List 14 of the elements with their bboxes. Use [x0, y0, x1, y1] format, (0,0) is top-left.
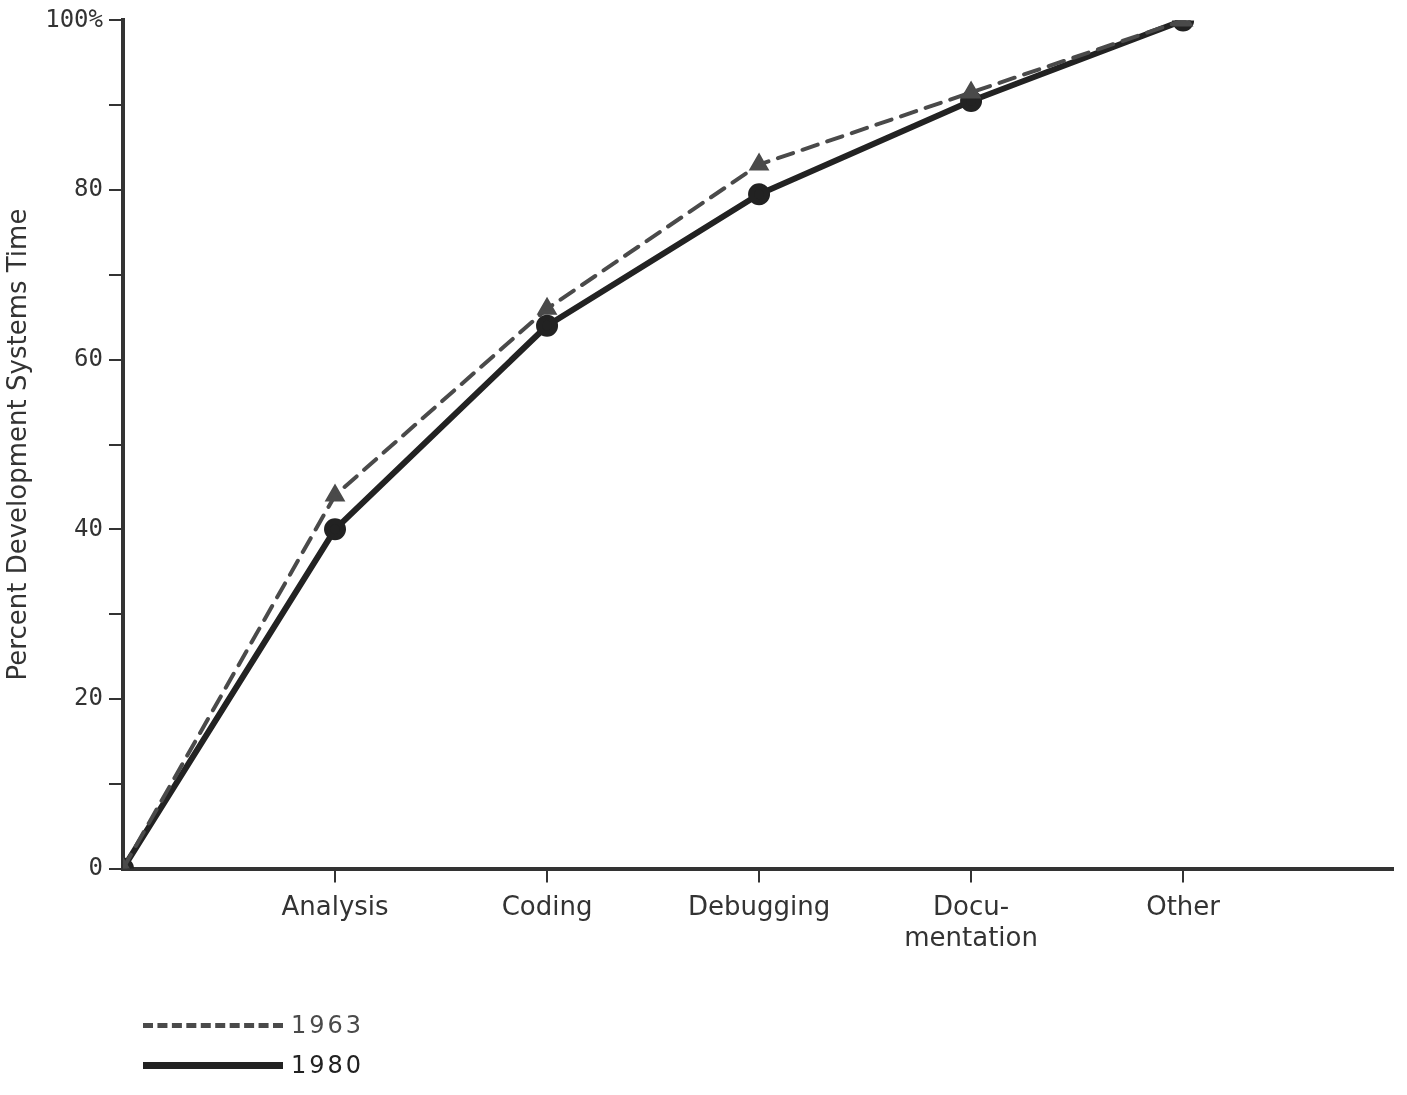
- x-tick-label: Analysis: [281, 890, 389, 921]
- y-tick-label: 60: [74, 343, 103, 372]
- y-tick-label: 0: [88, 852, 103, 881]
- y-tick-label: 20: [74, 683, 103, 712]
- x-tick-label: Other: [1146, 890, 1221, 921]
- text: 1980: [291, 1051, 365, 1079]
- x-tick-label: Docu- mentation: [904, 890, 1038, 953]
- x-tick-label: Debugging: [687, 890, 831, 921]
- y-axis-title: Percent Development Systems Time: [2, 208, 33, 681]
- y-tick-label: 40: [74, 513, 103, 542]
- y-tick-label: 100%: [45, 4, 104, 33]
- text: 1963: [291, 1011, 365, 1039]
- x-tick-label: Coding: [501, 890, 593, 921]
- y-tick-label: 80: [74, 174, 103, 203]
